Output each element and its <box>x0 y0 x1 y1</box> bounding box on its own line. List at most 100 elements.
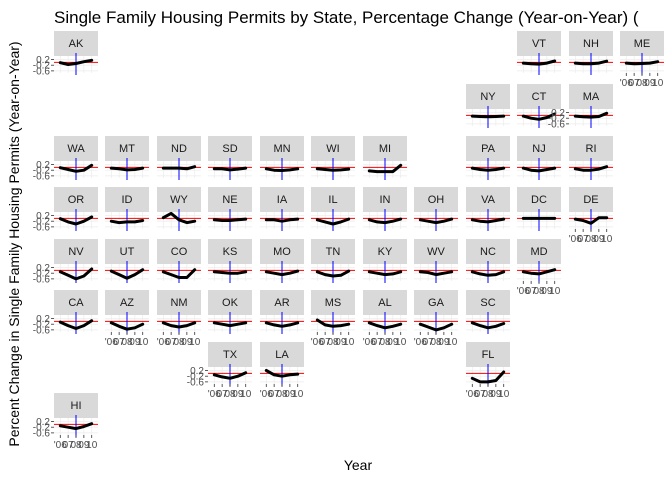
facet-label: VA <box>481 194 496 206</box>
panel-nv: NV 0.2-0.2-0.6 <box>33 239 98 285</box>
facet-label: NJ <box>532 143 545 155</box>
facet-label: NM <box>170 297 187 309</box>
x-tick-label: 08 <box>173 337 185 348</box>
panel-mo: MO <box>260 239 304 283</box>
panel-wa: WA 0.2-0.2-0.6 <box>33 136 98 182</box>
x-tick-label: 10 <box>498 389 510 400</box>
facet-label: WV <box>427 246 445 258</box>
facet-strip <box>517 84 561 109</box>
facet-strip <box>466 290 510 315</box>
series-line-wi <box>315 167 351 172</box>
series-line-mn <box>264 167 300 172</box>
x-tick-label: 09 <box>387 337 399 348</box>
facet-label: AL <box>378 297 391 309</box>
facet-label: SD <box>222 143 237 155</box>
panel-wy: WY <box>157 187 201 231</box>
x-tick-label: 10 <box>189 337 201 348</box>
series-line-ny <box>470 114 506 119</box>
series-line-ks <box>212 270 248 275</box>
panel-ma: MA 0.2-0.2-0.6 <box>548 84 613 130</box>
facet-strip <box>54 31 98 56</box>
facet-label: MO <box>273 246 291 258</box>
facet-strip <box>54 136 98 161</box>
facet-strip <box>311 239 355 264</box>
y-tick-label: -0.6 <box>33 428 51 439</box>
x-tick-label: 07 <box>423 337 435 348</box>
facet-label: LA <box>275 349 289 361</box>
facet-strip <box>517 136 561 161</box>
facet-label: MI <box>379 143 391 155</box>
series-line-nh <box>573 59 609 66</box>
facet-strip <box>569 84 613 109</box>
facet-strip <box>466 136 510 161</box>
panel-mi: MI <box>363 136 407 180</box>
series-line-sd <box>212 166 248 172</box>
x-tick-label: '06 <box>466 389 479 400</box>
series-line-az <box>109 321 145 331</box>
panel-ne: NE <box>208 187 252 231</box>
panel-sc: SC <box>466 290 510 334</box>
facet-label: CO <box>171 246 188 258</box>
facet-label: IL <box>328 194 337 206</box>
x-tick-label: 07 <box>372 337 384 348</box>
panel-nh: NH <box>569 31 613 75</box>
facet-strip <box>311 136 355 161</box>
panel-mt: MT <box>105 136 149 180</box>
facet-label: UT <box>120 246 135 258</box>
x-tick-label: 09 <box>78 440 90 451</box>
facet-label: ND <box>171 143 187 155</box>
x-tick-label: 08 <box>70 440 82 451</box>
facet-label: ME <box>634 38 651 50</box>
y-tick-label: -0.6 <box>187 377 205 388</box>
facet-label: NE <box>222 194 237 206</box>
panel-pa: PA <box>466 136 510 180</box>
panel-mn: MN <box>260 136 304 180</box>
facet-strip <box>311 187 355 212</box>
facet-strip <box>620 31 664 56</box>
facet-label: MA <box>583 91 600 103</box>
series-line-il <box>315 217 351 226</box>
facet-strip <box>260 136 304 161</box>
panel-sd: SD <box>208 136 252 180</box>
facet-strip <box>569 31 613 56</box>
facet-strip <box>363 239 407 264</box>
series-line-nc <box>470 270 506 277</box>
y-tick-label: -0.6 <box>33 171 51 182</box>
facet-strip <box>260 187 304 212</box>
y-tick-label: -0.6 <box>33 66 51 77</box>
facet-label: MS <box>325 297 342 309</box>
panel-ks: KS <box>208 239 252 283</box>
y-tick-label: 0.2 <box>36 417 50 428</box>
x-tick-label: 09 <box>335 337 347 348</box>
x-tick-label: '06 <box>311 337 324 348</box>
panel-il: IL <box>311 187 355 231</box>
x-tick-label: 09 <box>232 389 244 400</box>
x-tick-label: 10 <box>86 440 98 451</box>
x-tick-label: 07 <box>63 440 75 451</box>
series-line-nv <box>58 267 94 281</box>
y-tick-label: -0.2 <box>33 423 51 434</box>
x-tick-label: 09 <box>490 389 502 400</box>
series-line-vt <box>521 59 557 66</box>
series-line-id <box>109 219 145 225</box>
facet-label: DC <box>531 194 547 206</box>
facet-strip <box>54 239 98 264</box>
panel-ct: CT <box>517 84 561 128</box>
panel-nc: NC <box>466 239 510 283</box>
facet-label: KY <box>378 246 393 258</box>
facet-strip <box>363 290 407 315</box>
facet-strip <box>208 136 252 161</box>
facet-strip <box>517 187 561 212</box>
facet-label: TN <box>326 246 341 258</box>
x-tick-label: 10 <box>240 389 252 400</box>
facet-strip <box>466 187 510 212</box>
panel-ca: CA 0.2-0.2-0.6 <box>33 290 98 336</box>
facet-strip <box>466 239 510 264</box>
x-tick-label: 08 <box>636 78 648 89</box>
facet-label: IA <box>277 194 288 206</box>
